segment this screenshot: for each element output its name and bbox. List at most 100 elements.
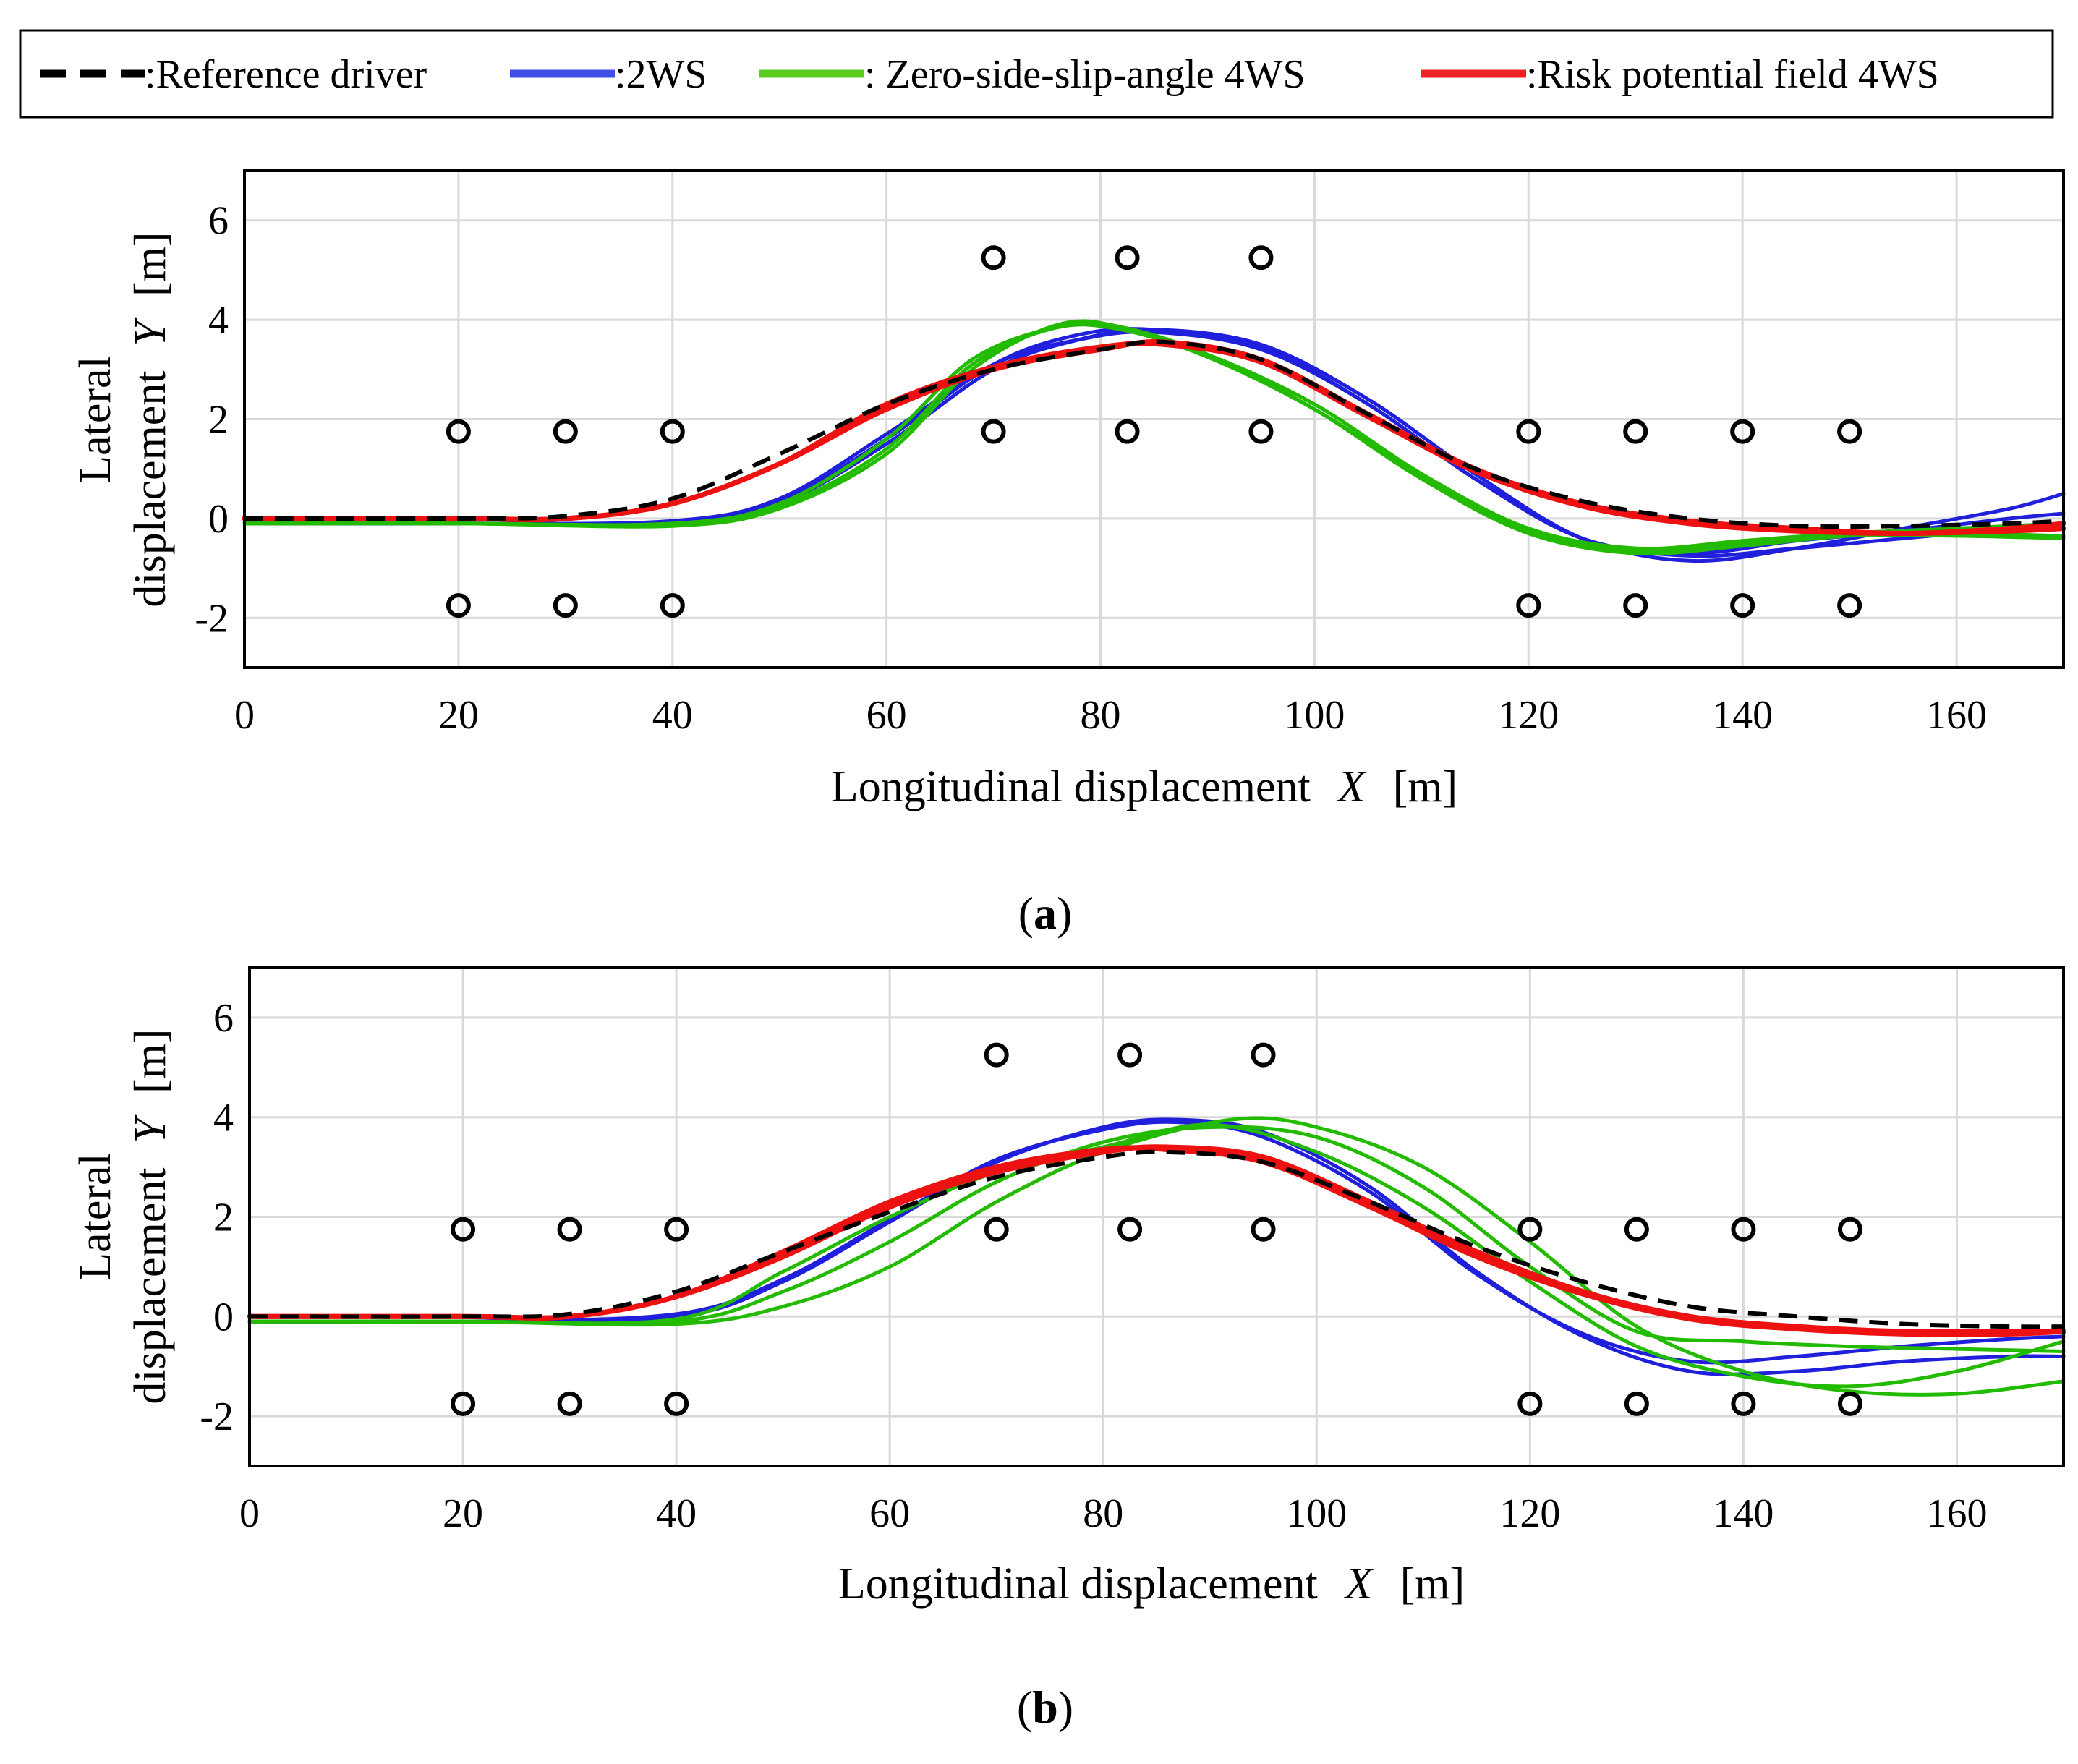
series-line-zss	[242, 322, 2066, 553]
plot-frame-a	[243, 169, 2065, 669]
legend-entry-2ws: :2WS	[510, 52, 707, 97]
obstacle-marker	[664, 1217, 689, 1242]
x-tick-label: 120	[1499, 1491, 1560, 1536]
obstacle-marker	[1837, 593, 1862, 618]
obstacle-marker	[1731, 1217, 1756, 1242]
series-line-ref	[249, 1149, 2064, 1329]
x-axis-unit-b: [m]	[1400, 1559, 1465, 1609]
caption-b-close: )	[1058, 1682, 1073, 1733]
plot-frame-b	[248, 966, 2065, 1467]
y-tick-label: 4	[208, 298, 229, 343]
y-tick-label: -2	[200, 1394, 234, 1439]
y-tick-label: 4	[213, 1096, 234, 1141]
chart-panel-a: 0 20 40 60 80 100 120 140 160 -2 0 2 4 6 Longitudinal…	[71, 169, 2066, 939]
series-line-zss	[247, 1122, 2066, 1389]
y-axis-label-text-a: displacement	[126, 370, 175, 607]
obstacle-marker	[1624, 1217, 1649, 1242]
obstacle-marker	[1517, 1217, 1543, 1242]
series-group-a	[242, 319, 2066, 563]
obstacle-marker	[1837, 1217, 1862, 1242]
obstacle-marker	[1516, 419, 1541, 444]
x-tick-label: 140	[1713, 1491, 1773, 1536]
obstacle-marker	[664, 1391, 689, 1416]
x-tick-label: 20	[443, 1491, 483, 1536]
obstacle-marker	[1623, 593, 1648, 618]
obstacles-a	[446, 245, 1862, 618]
y-tick-label: 0	[208, 497, 229, 542]
obstacle-marker	[984, 1217, 1009, 1242]
tick-labels-a: 0 20 40 60 80 100 120 140 160 -2 0 2 4 6	[195, 199, 1987, 738]
grid-a	[244, 171, 2064, 668]
caption-a-letter: a	[1034, 887, 1057, 939]
legend-label-zero-side-slip: : Zero-side-slip-angle 4WS	[864, 52, 1306, 97]
y-tick-label: 0	[213, 1295, 234, 1339]
obstacle-marker	[1115, 419, 1140, 444]
y-axis-label-text-b: displacement	[126, 1167, 175, 1404]
obstacle-marker	[981, 245, 1006, 270]
series-line-zss	[242, 323, 2066, 551]
x-axis-var-b: X	[1343, 1559, 1374, 1609]
obstacle-marker	[1117, 1042, 1143, 1068]
obstacle-marker	[984, 1042, 1009, 1068]
obstacle-marker	[660, 593, 685, 618]
legend-entry-reference: :Reference driver	[40, 52, 427, 97]
caption-b: (b)	[1017, 1682, 1073, 1733]
obstacle-marker	[1623, 419, 1648, 444]
obstacle-marker	[1251, 1042, 1276, 1068]
obstacle-marker	[446, 419, 471, 444]
y-tick-label: 6	[213, 996, 234, 1041]
legend-label-risk-potential: :Risk potential field 4WS	[1526, 52, 1939, 97]
series-group-b	[247, 1116, 2066, 1397]
x-tick-label: 160	[1926, 1491, 1987, 1536]
x-tick-label: 40	[652, 693, 693, 738]
x-tick-label: 160	[1926, 693, 1987, 738]
caption-b-letter: b	[1032, 1682, 1058, 1733]
y-axis-unit-a: [m]	[126, 231, 175, 297]
y-axis-label-a-line2: displacement Y [m]	[126, 231, 175, 607]
x-tick-label: 40	[656, 1491, 697, 1536]
y-tick-label: 6	[208, 199, 229, 244]
y-axis-unit-b: [m]	[126, 1028, 175, 1094]
obstacle-marker	[557, 1391, 582, 1416]
obstacle-marker	[1115, 245, 1140, 270]
x-tick-label: 20	[438, 693, 479, 738]
obstacle-marker	[553, 593, 578, 618]
series-line-ref	[244, 339, 2064, 529]
x-tick-label: 80	[1083, 1491, 1123, 1536]
obstacle-marker	[451, 1217, 476, 1242]
series-line-rpf	[247, 1144, 2066, 1334]
y-tick-label: 2	[208, 398, 229, 443]
series-line-zss	[247, 1125, 2066, 1353]
obstacle-marker	[1517, 1391, 1543, 1416]
obstacle-marker	[1248, 245, 1274, 270]
x-axis-label-text-b: Longitudinal displacement	[838, 1559, 1318, 1609]
series-line-rpf	[247, 1145, 2066, 1337]
obstacle-marker	[1731, 1391, 1756, 1416]
obstacle-marker	[1837, 1391, 1862, 1416]
obstacle-marker	[1730, 419, 1755, 444]
series-line-rpf	[242, 341, 2066, 536]
x-axis-label-text-a: Longitudinal displacement	[831, 762, 1311, 811]
obstacles-b	[451, 1042, 1862, 1416]
legend-label-2ws: :2WS	[615, 52, 707, 97]
x-tick-label: 100	[1286, 1491, 1347, 1536]
x-tick-label: 140	[1712, 693, 1773, 738]
obstacle-marker	[451, 1391, 476, 1416]
legend: :Reference driver :2WS : Zero-side-slip-…	[19, 29, 2054, 119]
obstacle-marker	[553, 419, 578, 444]
y-tick-label: 2	[213, 1196, 234, 1240]
y-axis-var-b: Y	[126, 1114, 175, 1143]
y-axis-label-a-line1: Lateral	[71, 356, 120, 483]
obstacle-marker	[1248, 419, 1274, 444]
obstacle-marker	[1837, 419, 1862, 444]
caption-b-open: (	[1017, 1682, 1032, 1733]
obstacle-marker	[660, 419, 685, 444]
x-tick-label: 100	[1284, 693, 1345, 738]
obstacle-marker	[1516, 593, 1541, 618]
caption-a-open: (	[1018, 887, 1034, 939]
caption-a-close: )	[1057, 887, 1072, 939]
obstacle-marker	[1730, 593, 1755, 618]
obstacle-marker	[1624, 1391, 1649, 1416]
x-tick-label: 60	[869, 1491, 910, 1536]
